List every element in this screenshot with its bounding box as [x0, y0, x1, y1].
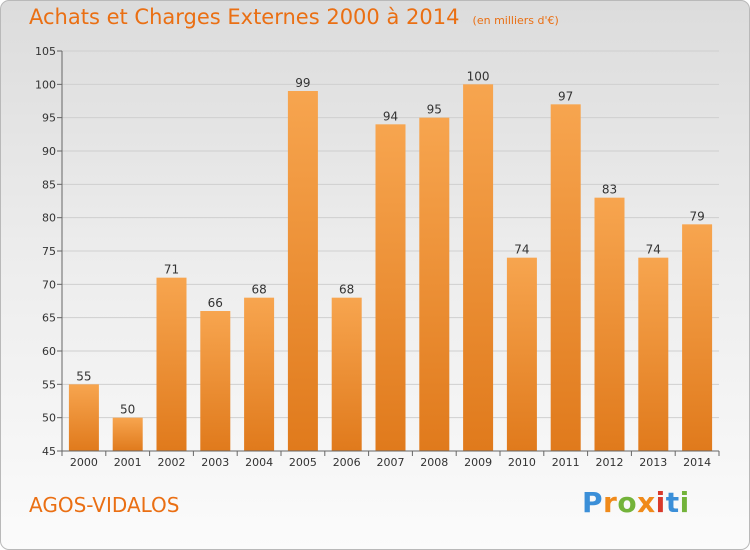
data-label: 97 — [558, 89, 573, 103]
x-tick-label: 2011 — [552, 456, 580, 469]
x-tick-label: 2008 — [420, 456, 448, 469]
data-label: 71 — [164, 263, 179, 277]
y-tick-label: 50 — [42, 412, 56, 425]
data-label: 68 — [251, 283, 266, 297]
x-tick-label: 2000 — [70, 456, 98, 469]
bar — [463, 84, 494, 451]
x-tick-label: 2007 — [377, 456, 405, 469]
commune-name: AGOS-VIDALOS — [29, 493, 180, 517]
y-tick-label: 75 — [42, 245, 56, 258]
data-label: 55 — [76, 369, 91, 383]
y-tick-label: 100 — [35, 78, 56, 91]
bar — [375, 124, 406, 451]
bar — [287, 91, 318, 451]
bar — [682, 224, 713, 451]
bar — [331, 297, 362, 451]
bar — [594, 197, 625, 451]
data-label: 74 — [646, 243, 661, 257]
logo-letter: P — [582, 486, 604, 519]
x-tick-label: 2003 — [201, 456, 229, 469]
chart-title-block: Achats et Charges Externes 2000 à 2014 (… — [29, 5, 559, 29]
data-label: 74 — [514, 243, 529, 257]
bar — [506, 257, 537, 451]
logo-letter: i — [655, 486, 666, 519]
x-tick-label: 2010 — [508, 456, 536, 469]
data-label: 99 — [295, 76, 310, 90]
data-label: 94 — [383, 109, 398, 123]
x-tick-label: 2012 — [596, 456, 624, 469]
data-label: 68 — [339, 283, 354, 297]
data-label: 100 — [467, 69, 490, 83]
axis-layer: 45 50 55 60 65 70 75 80 85 90 95 100 105 55 2000 50 2001… — [35, 45, 720, 469]
bar — [638, 257, 669, 451]
chart-title: Achats et Charges Externes 2000 à 2014 — [29, 5, 460, 29]
data-label: 66 — [208, 296, 223, 310]
bar — [68, 384, 99, 451]
x-tick-label: 2014 — [683, 456, 711, 469]
y-tick-label: 45 — [42, 445, 56, 458]
logo-letter: o — [617, 486, 638, 519]
bar — [156, 277, 187, 451]
x-tick-label: 2009 — [464, 456, 492, 469]
chart-unit: (en milliers d'€) — [472, 14, 559, 27]
bar — [200, 311, 231, 451]
y-tick-label: 60 — [42, 345, 56, 358]
y-tick-label: 85 — [42, 178, 56, 191]
y-tick-label: 105 — [35, 45, 56, 58]
data-label: 50 — [120, 403, 135, 417]
x-tick-label: 2002 — [158, 456, 186, 469]
x-tick-label: 2013 — [639, 456, 667, 469]
x-tick-label: 2004 — [245, 456, 273, 469]
logo-letter: r — [603, 486, 618, 519]
proxiti-logo: Proxiti — [582, 486, 690, 519]
y-tick-label: 95 — [42, 112, 56, 125]
x-tick-label: 2006 — [333, 456, 361, 469]
bar — [419, 117, 450, 452]
logo-letter: t — [665, 486, 680, 519]
data-label: 95 — [427, 103, 442, 117]
bar — [244, 297, 275, 451]
bar — [112, 417, 143, 451]
y-tick-label: 90 — [42, 145, 56, 158]
logo-letter: x — [637, 486, 656, 519]
data-label: 79 — [689, 209, 704, 223]
bar-layer — [68, 84, 713, 452]
x-tick-label: 2001 — [114, 456, 142, 469]
y-tick-label: 55 — [42, 378, 56, 391]
y-tick-label: 80 — [42, 212, 56, 225]
data-label: 83 — [602, 183, 617, 197]
y-tick-label: 65 — [42, 312, 56, 325]
y-tick-label: 70 — [42, 278, 56, 291]
logo-letter: i — [679, 486, 690, 519]
x-tick-label: 2005 — [289, 456, 317, 469]
bar — [550, 104, 581, 451]
